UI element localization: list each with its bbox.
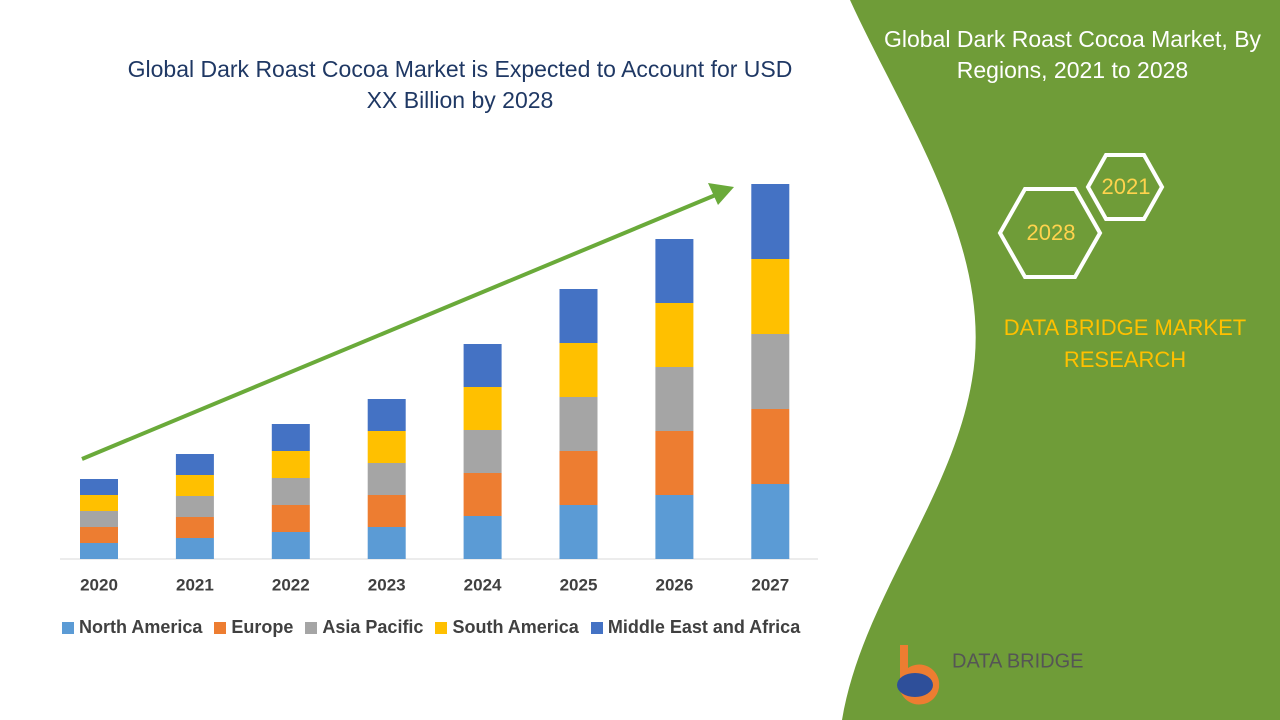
bar-segment [271,478,310,505]
bar-segment [367,431,406,463]
bar-segment [367,495,406,527]
bar-segment [559,289,598,343]
logo: DATA BRIDGE [897,645,1084,705]
bar-segment [175,454,214,475]
bar-segment [271,505,310,532]
legend-item: South America [435,617,579,638]
trend-arrow [81,192,719,461]
bar-segment [655,495,694,559]
bar-segment [559,505,598,559]
x-tick-label: 2023 [368,575,406,594]
bar-segment [367,527,406,559]
legend: North America Europe Asia Pacific South Ame… [62,617,800,638]
bar-segment [751,184,790,259]
legend-label: Middle East and Africa [607,617,801,637]
bar-segment [271,424,310,451]
bar-segment [175,517,214,538]
legend-swatch [305,621,318,634]
bar-segment [367,463,406,495]
panel-title: Global Dark Roast Cocoa Market, By Regio… [883,26,1262,83]
hexagon [997,187,1103,279]
bar-segment [655,239,694,303]
legend-swatch [62,621,74,634]
chart-title: Global Dark Roast Cocoa Market is Expect… [127,56,793,113]
legend-item: Middle East and Africa [590,617,801,638]
x-tick-label: 2021 [176,575,214,594]
legend-item: Asia Pacific [305,617,423,638]
legend-item: North America [62,617,202,638]
legend-label: South America [452,617,579,637]
legend-swatch [590,621,603,634]
bar-segment [367,399,406,431]
legend-swatch [214,621,227,634]
arrow-head [708,183,734,205]
bar-segment [80,527,118,543]
bar-segment [463,387,502,430]
legend-item: Europe [214,617,293,638]
legend-swatch [435,621,448,634]
x-tick-label: 2027 [751,575,789,594]
legend-label: Europe [231,617,294,637]
bar-segment [463,344,502,387]
x-tick-label: 2026 [655,575,693,594]
bar-segment [751,409,790,484]
x-tick-label: 2020 [80,575,118,594]
bar-segment [655,367,694,431]
x-tick-label: 2022 [272,575,310,594]
bar-segment [175,475,214,496]
bar-segment [80,543,118,559]
bar-segment [271,451,310,478]
bar-segment [463,473,502,516]
bar-segment [559,397,598,451]
bar-segment [751,484,790,559]
logo-text: DATA BRIDGE [952,650,1084,672]
bar-segment [80,511,118,527]
x-tick-label: 2024 [464,575,502,594]
hexagon-label: 2021 [1102,174,1151,199]
legend-label: North America [79,617,203,637]
bar-segment [463,516,502,559]
hexagon-label: 2028 [1027,220,1076,245]
brand-name: DATA BRIDGE MARKET RESEARCH [1003,315,1247,372]
bar-segment [751,334,790,409]
bar-segment [175,496,214,517]
x-tick-label: 2025 [560,575,598,594]
bar-segment [559,451,598,505]
logo-mark [897,673,933,697]
bar-segment [80,479,118,495]
bar-segment [655,431,694,495]
bar-segment [271,532,310,559]
bar-segment [751,259,790,334]
bar-segment [559,343,598,397]
bar-segment [80,495,118,511]
bar-segment [463,430,502,473]
bar-segment [655,303,694,367]
side-panel [842,0,1280,720]
legend-label: Asia Pacific [322,617,424,637]
hexagon [1085,153,1165,221]
bar-segment [175,538,214,559]
